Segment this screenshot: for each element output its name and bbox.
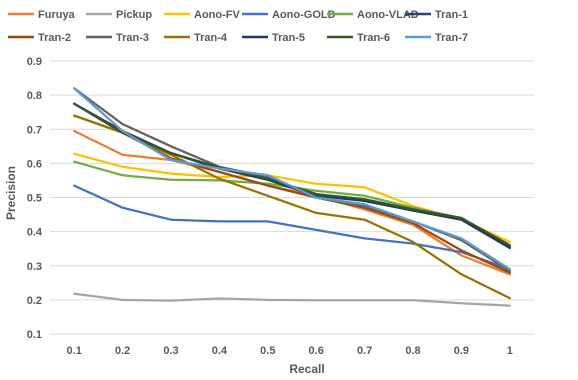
legend-label: Aono-GOLD <box>272 9 336 21</box>
legend-label: Tran-1 <box>435 9 468 21</box>
series-line-tran-7 <box>73 87 511 271</box>
series-line-aono-gold <box>73 184 511 271</box>
y-tick-label: 0.8 <box>27 90 42 102</box>
legend-item-tran-1: Tran-1 <box>405 9 468 21</box>
x-tick-label: 0.3 <box>163 345 178 357</box>
x-tick-label: 0.6 <box>309 345 324 357</box>
y-tick-label: 0.1 <box>27 329 42 341</box>
legend-item-aono-vlad: Aono-VLAD <box>327 9 419 21</box>
legend-item-tran-2: Tran-2 <box>8 32 71 44</box>
legend-label: Tran-3 <box>116 32 149 44</box>
legend-item-tran-6: Tran-6 <box>327 32 390 44</box>
y-tick-label: 0.9 <box>27 56 42 68</box>
legend-item-tran-3: Tran-3 <box>86 32 149 44</box>
series-line-tran-4 <box>73 114 511 300</box>
legend-item-tran-4: Tran-4 <box>164 32 228 44</box>
x-axis-ticks: 0.1 0.2 0.3 0.4 0.5 0.6 0.7 0.8 0.9 1 <box>67 345 513 357</box>
grid <box>50 60 534 335</box>
x-tick-label: 0.7 <box>357 345 372 357</box>
x-tick-label: 0.8 <box>405 345 420 357</box>
y-axis-ticks: 0.1 0.2 0.3 0.4 0.5 0.6 0.7 0.8 0.9 <box>27 56 43 341</box>
series-line-pickup <box>73 292 511 307</box>
x-axis-label: Recall <box>289 362 324 376</box>
legend-item-tran-5: Tran-5 <box>242 32 305 44</box>
legend-label: Tran-6 <box>357 32 390 44</box>
x-tick-label: 0.2 <box>115 345 130 357</box>
legend-item-tran-7: Tran-7 <box>405 32 468 44</box>
y-tick-label: 0.4 <box>27 227 43 239</box>
legend-item-aono-fv: Aono-FV <box>164 9 240 21</box>
series-line-furuya <box>73 129 511 276</box>
legend-label: Tran-4 <box>194 32 228 44</box>
x-tick-label: 0.5 <box>260 345 275 357</box>
y-tick-label: 0.5 <box>27 193 42 205</box>
x-tick-label: 0.1 <box>67 345 82 357</box>
legend-label: Tran-2 <box>38 32 71 44</box>
y-axis-label: Precision <box>4 166 18 220</box>
legend-label: Aono-VLAD <box>357 9 419 21</box>
legend-label: Tran-5 <box>272 32 305 44</box>
legend-item-pickup: Pickup <box>86 9 152 21</box>
series-lines <box>73 87 511 307</box>
legend-item-furuya: Furuya <box>8 9 76 21</box>
y-tick-label: 0.6 <box>27 158 42 170</box>
y-tick-label: 0.7 <box>27 124 42 136</box>
legend-label: Aono-FV <box>194 9 240 21</box>
legend: Furuya Pickup Aono-FV Aono-GOLD Aono-VLAD Tra… <box>8 9 468 44</box>
x-tick-label: 0.4 <box>212 345 228 357</box>
legend-item-aono-gold: Aono-GOLD <box>242 9 336 21</box>
x-tick-label: 0.9 <box>454 345 469 357</box>
legend-label: Pickup <box>116 9 152 21</box>
legend-label: Tran-7 <box>435 32 468 44</box>
x-tick-label: 1 <box>507 345 513 357</box>
legend-label: Furuya <box>38 9 76 21</box>
y-tick-label: 0.2 <box>27 295 42 307</box>
series-line-tran-6 <box>73 102 511 247</box>
y-tick-label: 0.3 <box>27 261 42 273</box>
